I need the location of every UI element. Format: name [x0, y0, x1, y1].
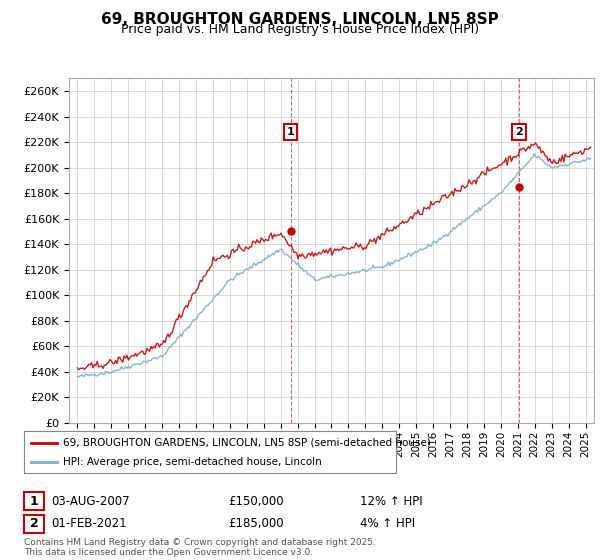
Text: HPI: Average price, semi-detached house, Lincoln: HPI: Average price, semi-detached house,…: [63, 457, 322, 467]
Text: 2: 2: [515, 127, 523, 137]
Text: 01-FEB-2021: 01-FEB-2021: [51, 517, 127, 530]
Text: Price paid vs. HM Land Registry's House Price Index (HPI): Price paid vs. HM Land Registry's House …: [121, 22, 479, 36]
Text: Contains HM Land Registry data © Crown copyright and database right 2025.
This d: Contains HM Land Registry data © Crown c…: [24, 538, 376, 557]
Text: 69, BROUGHTON GARDENS, LINCOLN, LN5 8SP: 69, BROUGHTON GARDENS, LINCOLN, LN5 8SP: [101, 12, 499, 27]
Text: 69, BROUGHTON GARDENS, LINCOLN, LN5 8SP (semi-detached house): 69, BROUGHTON GARDENS, LINCOLN, LN5 8SP …: [63, 437, 431, 447]
Text: £185,000: £185,000: [228, 517, 284, 530]
Text: £150,000: £150,000: [228, 494, 284, 508]
Text: 2: 2: [29, 517, 38, 530]
Text: 12% ↑ HPI: 12% ↑ HPI: [360, 494, 422, 508]
Text: 1: 1: [287, 127, 295, 137]
Text: 4% ↑ HPI: 4% ↑ HPI: [360, 517, 415, 530]
Text: 03-AUG-2007: 03-AUG-2007: [51, 494, 130, 508]
Text: 1: 1: [29, 494, 38, 508]
